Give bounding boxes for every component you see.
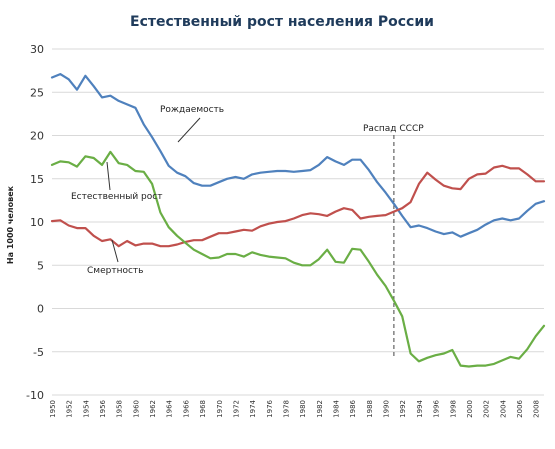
x-tick-label: 1972 <box>232 400 240 418</box>
x-tick-label: 1960 <box>132 400 140 418</box>
x-tick-label: 1984 <box>333 399 341 417</box>
x-tick-label: 1952 <box>66 400 74 418</box>
x-tick-label: 2004 <box>499 399 507 417</box>
annotation-label: Распад СССР <box>363 124 424 134</box>
x-tick-label: 2008 <box>533 400 541 418</box>
x-tick-label: 1970 <box>216 400 224 418</box>
x-tick-label: 1990 <box>383 400 391 418</box>
annotation-leader-line <box>106 161 111 191</box>
y-tick-label: -10 <box>26 389 44 402</box>
x-tick-label: 1966 <box>182 399 190 417</box>
x-tick-labels: 1950 1952 1954 1956 1958 1960 1962 1964 1966 1968… <box>49 399 541 417</box>
series-line-2 <box>50 150 546 368</box>
x-tick-label: 1962 <box>149 400 157 418</box>
x-tick-label: 1982 <box>316 400 324 418</box>
x-tick-label: 1964 <box>166 399 174 417</box>
annotation-label: Смертность <box>87 266 143 276</box>
grid-layer <box>52 48 544 396</box>
annotation-leader-line <box>177 117 201 143</box>
y-tick-labels: -10 -5 0 5 10 15 20 25 30 <box>26 43 44 402</box>
x-tick-label: 1976 <box>266 399 274 417</box>
series-layer <box>50 73 546 368</box>
x-tick-label: 2000 <box>466 400 474 418</box>
x-tick-label: 1974 <box>249 399 257 417</box>
y-tick-label: 10 <box>30 216 44 229</box>
chart-title: Естественный рост населения России <box>130 14 434 30</box>
x-tick-label: 1988 <box>366 400 374 418</box>
x-tick-label: 2006 <box>516 399 524 417</box>
x-tick-label: 1978 <box>282 400 290 418</box>
annotation-leader-line <box>111 239 119 263</box>
y-tick-label: 0 <box>37 303 44 316</box>
x-tick-label: 1968 <box>199 400 207 418</box>
x-tick-label: 2002 <box>483 400 491 418</box>
series-line-1 <box>50 164 546 248</box>
x-tick-label: 1996 <box>433 399 441 417</box>
x-tick-label: 1986 <box>349 399 357 417</box>
y-tick-label: -5 <box>33 346 44 359</box>
x-tick-label: 1956 <box>99 399 107 417</box>
x-tick-label: 1980 <box>299 400 307 418</box>
series-line-0 <box>50 73 546 238</box>
annotation-label: Естественный рост <box>71 192 162 202</box>
y-tick-label: 25 <box>30 86 44 99</box>
x-tick-label: 1998 <box>449 400 457 418</box>
x-tick-label: 1992 <box>399 400 407 418</box>
y-tick-label: 15 <box>30 173 44 186</box>
y-axis-label: На 1000 человек <box>6 185 15 264</box>
annotation-label: Рождаемость <box>160 105 224 115</box>
x-tick-label: 1994 <box>416 399 424 417</box>
x-tick-label: 1950 <box>49 400 57 418</box>
annotation-layer: Рождаемость Естественный рост Смертность Ра… <box>71 105 424 276</box>
x-tick-label: 1958 <box>116 400 124 418</box>
y-tick-label: 20 <box>30 130 44 143</box>
y-tick-label: 5 <box>37 259 44 272</box>
x-tick-label: 1954 <box>82 399 90 417</box>
y-tick-label: 30 <box>30 43 44 56</box>
